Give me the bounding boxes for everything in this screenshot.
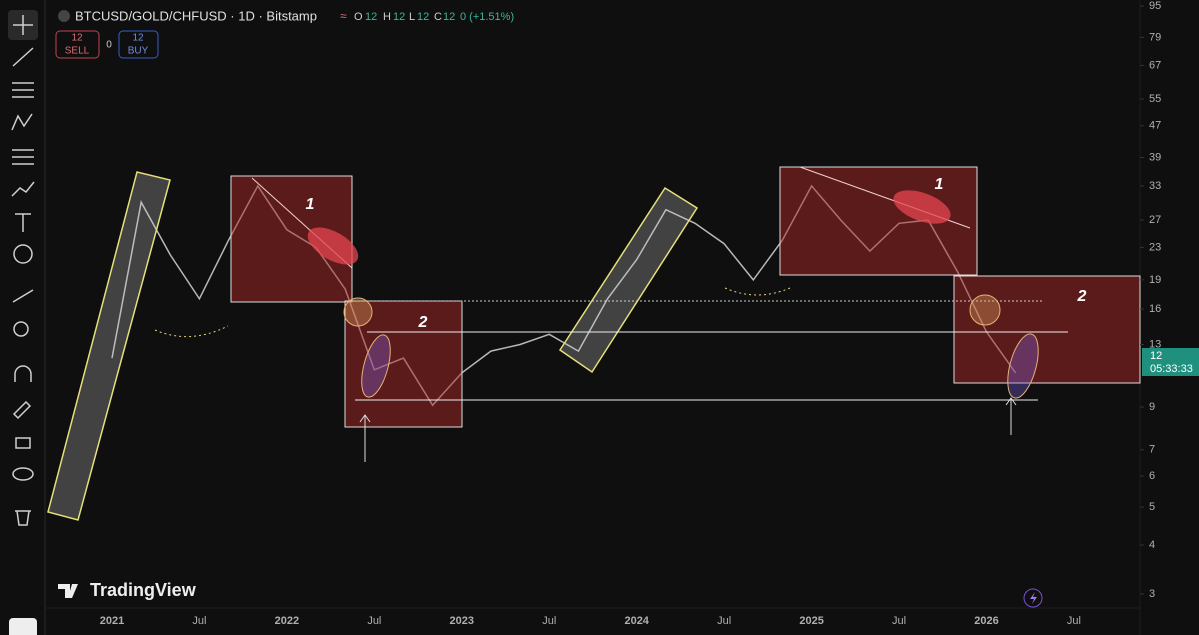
ohlc-key: H bbox=[383, 11, 391, 23]
logo-text: TradingView bbox=[90, 580, 197, 600]
crosshair-tool[interactable] bbox=[13, 15, 33, 35]
x-tick-label: 2024 bbox=[624, 615, 649, 627]
symbol-title[interactable]: BTCUSD/GOLD/CHFUSD · 1D · Bitstamp bbox=[75, 8, 317, 23]
annotations: 1 2 1 2 bbox=[47, 166, 1141, 521]
symbol-icon bbox=[58, 10, 70, 22]
y-tick-label: 27 bbox=[1149, 214, 1161, 226]
curve bbox=[724, 287, 791, 296]
annotation-label: 2 bbox=[418, 314, 428, 331]
magnet-tool[interactable] bbox=[14, 365, 32, 382]
x-tick-label: Jul bbox=[717, 615, 731, 627]
y-tick-label: 19 bbox=[1149, 274, 1161, 286]
alert-icon bbox=[1030, 592, 1037, 604]
zoom-tool[interactable] bbox=[13, 321, 29, 337]
x-tick-label: Jul bbox=[1067, 615, 1081, 627]
ruler-tool[interactable] bbox=[12, 289, 34, 303]
y-tick-label: 47 bbox=[1149, 120, 1161, 132]
y-tick-label: 7 bbox=[1149, 444, 1155, 456]
y-tick-label: 95 bbox=[1149, 0, 1161, 12]
spread: 0 bbox=[106, 40, 112, 51]
badge-price: 12 bbox=[1150, 350, 1162, 362]
y-tick-label: 6 bbox=[1149, 470, 1155, 482]
ohlc-change: 0 (+1.51%) bbox=[460, 11, 514, 23]
lock-tool[interactable] bbox=[15, 437, 31, 449]
annotation-label: 2 bbox=[1077, 288, 1087, 305]
x-tick-label: 2026 bbox=[974, 615, 998, 627]
zone-box bbox=[953, 275, 1141, 384]
y-tick-label: 33 bbox=[1149, 180, 1161, 192]
ohlc-key: O bbox=[354, 11, 363, 23]
zone-box bbox=[779, 166, 978, 276]
x-tick-label: Jul bbox=[367, 615, 381, 627]
x-tick-label: Jul bbox=[892, 615, 906, 627]
visibility-tool[interactable] bbox=[12, 467, 34, 481]
logo-icon bbox=[58, 584, 78, 598]
buy-button[interactable] bbox=[118, 30, 159, 59]
ohlc-value: 12 bbox=[393, 11, 405, 23]
x-tick-label: Jul bbox=[542, 615, 556, 627]
ohlc-key: L bbox=[409, 11, 415, 23]
y-tick-label: 4 bbox=[1149, 539, 1155, 551]
x-tick-label: 2025 bbox=[799, 615, 823, 627]
indicator-icon: ≈ bbox=[340, 9, 347, 23]
brush-tool[interactable] bbox=[11, 181, 35, 197]
buy-price: 12 bbox=[132, 33, 144, 44]
badge-countdown: 05:33:33 bbox=[1150, 363, 1193, 375]
x-tick-label: Jul bbox=[192, 615, 206, 627]
y-tick-label: 3 bbox=[1149, 588, 1155, 600]
trend-band bbox=[558, 186, 699, 374]
y-tick-label: 16 bbox=[1149, 303, 1161, 315]
alert-button[interactable] bbox=[1023, 588, 1043, 608]
y-tick-label: 67 bbox=[1149, 59, 1161, 71]
pattern-tool[interactable] bbox=[11, 113, 33, 131]
trend-band bbox=[47, 171, 171, 521]
trash-tool[interactable] bbox=[15, 510, 31, 526]
annotation-label: 1 bbox=[306, 196, 315, 213]
highlight bbox=[307, 227, 359, 265]
y-tick-label: 55 bbox=[1149, 93, 1161, 105]
sell-price: 12 bbox=[71, 33, 83, 44]
trendline-tool[interactable] bbox=[12, 47, 34, 67]
y-tick-label: 5 bbox=[1149, 501, 1155, 513]
highlight bbox=[893, 190, 951, 224]
fib-tool[interactable] bbox=[12, 82, 34, 98]
y-tick-label: 39 bbox=[1149, 151, 1161, 163]
sell-label: SELL bbox=[65, 46, 90, 57]
curve bbox=[154, 325, 229, 338]
x-tick-label: 2021 bbox=[100, 615, 124, 627]
buy-label: BUY bbox=[128, 46, 149, 57]
emoji-tool[interactable] bbox=[13, 244, 33, 264]
annotation-label: 1 bbox=[935, 176, 944, 193]
ellipse-mark bbox=[361, 334, 391, 398]
price-badge bbox=[1142, 348, 1199, 376]
ohlc-value: 12 bbox=[365, 11, 377, 23]
circle-mark bbox=[969, 294, 1001, 326]
y-tick-label: 79 bbox=[1149, 31, 1161, 43]
y-tick-label: 9 bbox=[1149, 401, 1155, 413]
ellipse-mark bbox=[1007, 333, 1039, 399]
circle-mark bbox=[343, 297, 373, 327]
x-tick-label: 2023 bbox=[450, 615, 474, 627]
ohlc-key: C bbox=[434, 11, 442, 23]
x-tick-label: 2022 bbox=[275, 615, 299, 627]
y-tick-label: 23 bbox=[1149, 241, 1161, 253]
y-tick-label: 13 bbox=[1149, 338, 1161, 350]
arrow bbox=[359, 414, 371, 462]
toolbar bbox=[8, 10, 38, 635]
forecast-tool[interactable] bbox=[12, 149, 34, 165]
lock-draw-tool[interactable] bbox=[12, 400, 32, 420]
ohlc-value: 12 bbox=[417, 11, 429, 23]
sell-button[interactable] bbox=[55, 30, 100, 59]
ohlc-value: 12 bbox=[443, 11, 455, 23]
text-tool[interactable] bbox=[15, 213, 31, 232]
arrow bbox=[1005, 397, 1017, 435]
favorites-button[interactable] bbox=[9, 618, 37, 635]
